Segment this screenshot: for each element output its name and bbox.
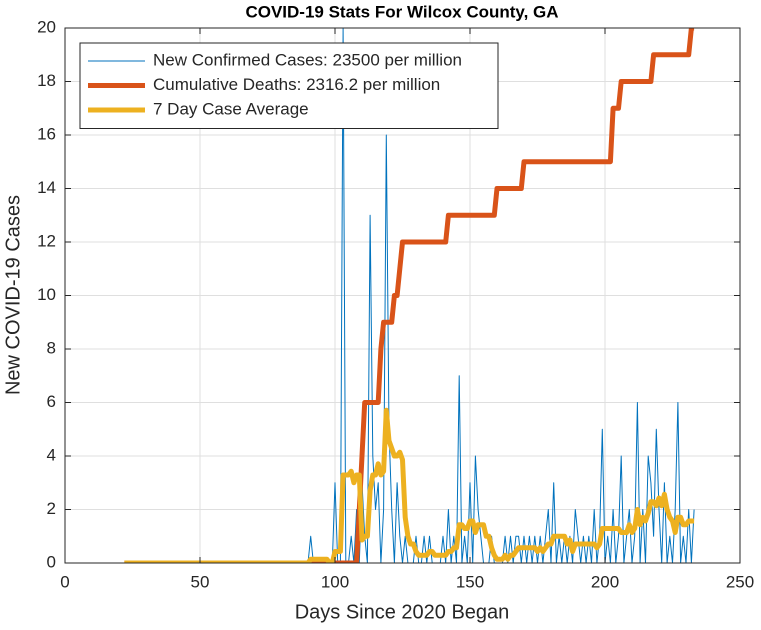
ticks: 0 50 100 150 200 250 0 2 4 6 8 10 12 14 16 18 20 bbox=[37, 17, 754, 591]
y-tick-label: 12 bbox=[37, 231, 56, 250]
legend-label: 7 Day Case Average bbox=[153, 99, 309, 118]
y-tick-label: 4 bbox=[47, 445, 56, 464]
x-tick-label: 200 bbox=[591, 572, 619, 591]
x-tick-label: 0 bbox=[60, 572, 69, 591]
chart-title: COVID-19 Stats For Wilcox County, GA bbox=[245, 2, 558, 21]
series-line bbox=[124, 407, 695, 563]
y-tick-label: 14 bbox=[37, 178, 56, 197]
y-tick-label: 16 bbox=[37, 124, 56, 143]
legend: New Confirmed Cases: 23500 per million Cu… bbox=[79, 42, 499, 129]
y-tick-label: 2 bbox=[47, 499, 56, 518]
legend-label: Cumulative Deaths: 2316.2 per million bbox=[153, 75, 440, 94]
x-tick-label: 150 bbox=[456, 572, 484, 591]
legend-label: New Confirmed Cases: 23500 per million bbox=[153, 50, 462, 69]
y-tick-label: 8 bbox=[47, 338, 56, 357]
y-tick-label: 18 bbox=[37, 71, 56, 90]
series-line bbox=[124, 28, 695, 563]
y-axis-label: New COVID-19 Cases bbox=[2, 195, 24, 395]
x-tick-label: 50 bbox=[191, 572, 210, 591]
x-axis-label: Days Since 2020 Began bbox=[295, 601, 510, 623]
legend-box bbox=[79, 42, 499, 129]
lines bbox=[124, 28, 695, 563]
y-tick-label: 10 bbox=[37, 285, 56, 304]
x-tick-label: 100 bbox=[321, 572, 349, 591]
x-tick-label: 250 bbox=[726, 572, 754, 591]
y-tick-label: 20 bbox=[37, 17, 56, 36]
y-tick-label: 6 bbox=[47, 392, 56, 411]
y-tick-label: 0 bbox=[47, 552, 56, 571]
